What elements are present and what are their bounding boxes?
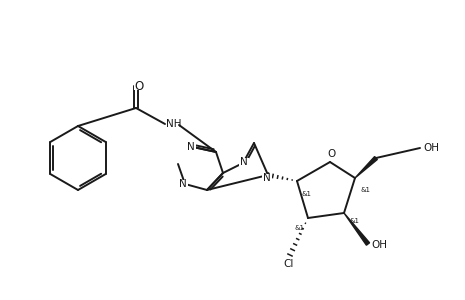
Bar <box>178 180 188 188</box>
Text: O: O <box>134 80 144 92</box>
Text: OH: OH <box>423 143 439 153</box>
Bar <box>186 143 196 151</box>
Text: N: N <box>263 173 271 183</box>
Bar <box>134 82 144 90</box>
Bar <box>239 158 249 166</box>
Text: O: O <box>327 149 335 159</box>
Text: N: N <box>187 142 195 152</box>
Text: &1: &1 <box>294 225 304 231</box>
Text: Cl: Cl <box>284 259 294 269</box>
Polygon shape <box>344 213 370 245</box>
Text: &1: &1 <box>360 187 370 193</box>
Polygon shape <box>355 157 378 178</box>
Text: &1: &1 <box>301 191 311 197</box>
Bar <box>262 174 272 182</box>
Text: N: N <box>179 179 187 189</box>
Text: OH: OH <box>371 240 387 250</box>
Text: &1: &1 <box>349 218 359 224</box>
Bar <box>326 150 336 158</box>
Text: N: N <box>240 157 248 167</box>
Text: NH: NH <box>166 119 181 129</box>
